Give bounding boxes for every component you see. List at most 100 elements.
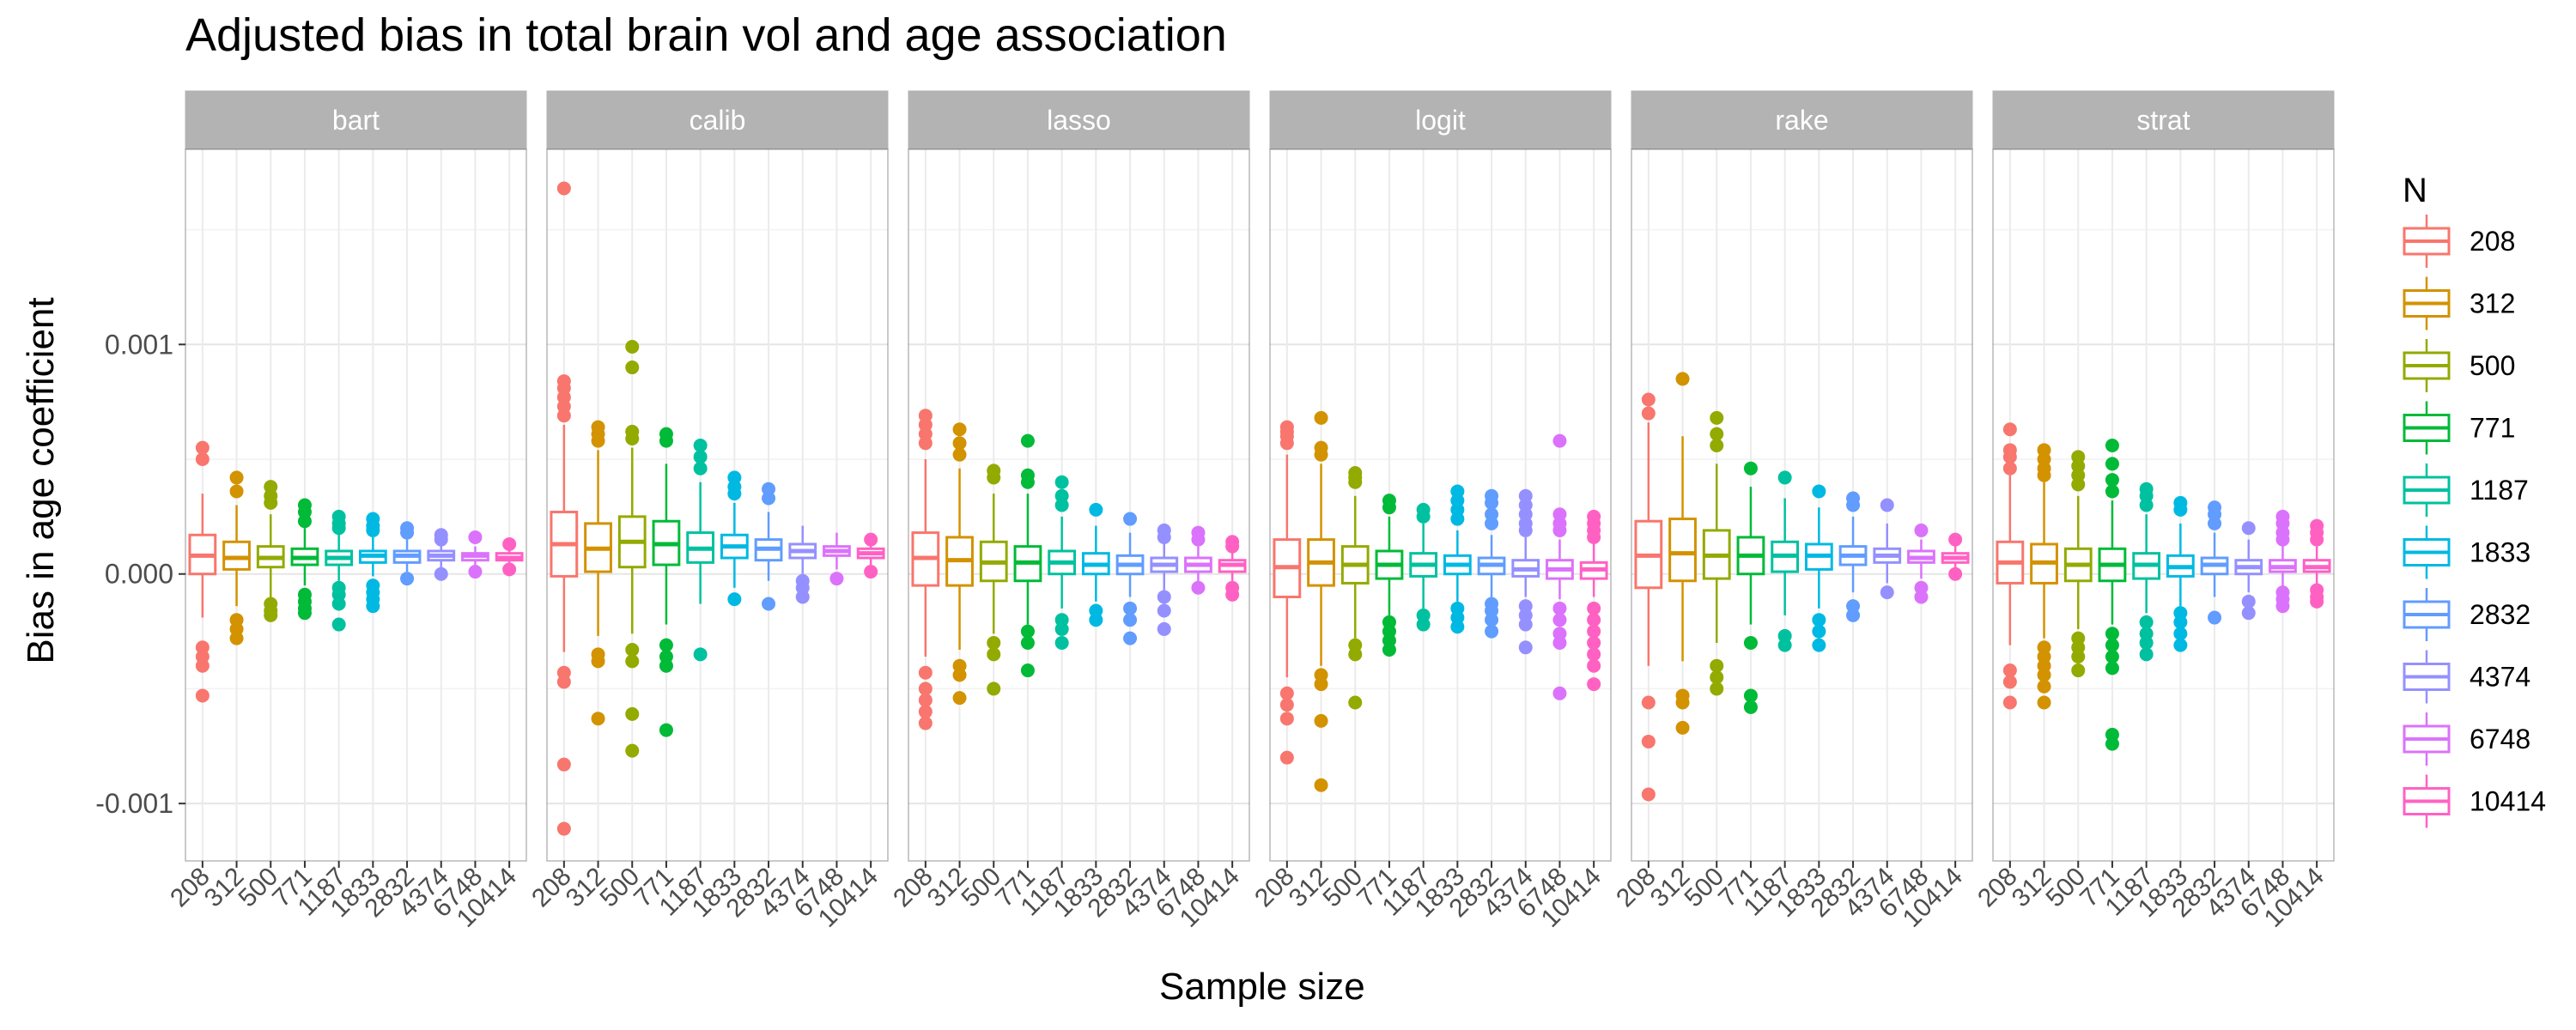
outlier-point (502, 562, 517, 577)
outlier-point (2139, 635, 2154, 650)
outlier-point (2241, 606, 2256, 621)
outlier-point (1020, 635, 1035, 650)
outlier-point (1812, 638, 1826, 652)
facet-rake: rake208312500771118718332832437467481041… (1611, 90, 1973, 933)
panel-background (1270, 149, 1611, 861)
outlier-point (1518, 523, 1533, 537)
boxplot-lasso-1833 (1081, 502, 1110, 627)
outlier-point (1020, 475, 1035, 489)
outlier-point (918, 665, 933, 680)
facet-calib: calib20831250077111871833283243746748104… (526, 90, 889, 933)
boxplot-calib-6748 (823, 532, 851, 586)
outlier-point (2071, 649, 2086, 663)
panel-border (908, 148, 1250, 862)
legend-key-4374: 4374 (2403, 650, 2530, 704)
outlier-point (625, 642, 640, 657)
outlier-point (2241, 521, 2256, 536)
outlier-point (1348, 647, 1363, 662)
outlier-point (1675, 695, 1690, 710)
outlier-point (331, 617, 346, 632)
facet-label: logit (1415, 105, 1466, 136)
outlier-point (1641, 787, 1656, 802)
outlier-point (195, 658, 210, 673)
boxplot-bart-4374 (427, 528, 456, 581)
boxplot-strat-771 (2098, 438, 2127, 751)
legend-key-2832: 2832 (2403, 588, 2530, 641)
boxplot-strat-500 (2063, 450, 2093, 678)
outlier-point (1123, 613, 1138, 627)
boxplot-calib-312 (584, 420, 612, 726)
facet-label: calib (690, 105, 746, 136)
outlier-point (1314, 410, 1328, 425)
legend-label: 208 (2470, 226, 2515, 257)
boxplot-bart-500 (256, 480, 285, 622)
outlier-point (1641, 406, 1656, 421)
outlier-point (468, 530, 483, 544)
boxplot-calib-10414 (856, 532, 885, 579)
boxplot-rake-208 (1634, 392, 1663, 802)
outlier-point (229, 470, 244, 485)
boxplot-strat-1187 (2132, 482, 2161, 662)
outlier-point (2310, 532, 2324, 547)
outlier-point (1485, 624, 1499, 639)
boxplot-bart-312 (222, 470, 251, 645)
boxplot-rake-500 (1702, 410, 1731, 696)
outlier-point (1587, 601, 1601, 615)
outlier-point (264, 495, 278, 510)
outlier-point (400, 525, 415, 540)
outlier-point (2173, 638, 2188, 652)
legend-label: 4374 (2470, 662, 2530, 693)
facet-label: lasso (1047, 105, 1111, 136)
outlier-point (625, 431, 640, 445)
legend-label: 6748 (2470, 724, 2530, 754)
outlier-point (727, 487, 742, 501)
outlier-point (1020, 663, 1035, 678)
legend: 208 312 500 771 1187 1833 2832 4374 6748 10414 (2403, 215, 2546, 828)
outlier-point (1710, 438, 1724, 452)
boxplot-logit-312 (1307, 410, 1335, 792)
boxplot-calib-2832 (754, 482, 783, 611)
outlier-point (1314, 677, 1328, 692)
chart-title: Adjusted bias in total brain vol and age… (185, 9, 1227, 61)
outlier-point (2002, 675, 2017, 689)
outlier-point (918, 436, 933, 451)
outlier-point (1157, 530, 1171, 544)
outlier-point (693, 438, 708, 452)
outlier-point (2139, 647, 2154, 662)
outlier-point (762, 491, 776, 506)
boxplot-logit-500 (1340, 466, 1370, 710)
legend-label: 312 (2470, 288, 2515, 319)
panel-background (1993, 149, 2334, 861)
legend-label: 771 (2470, 413, 2515, 444)
outlier-point (1777, 470, 1792, 485)
box-iqr (1668, 518, 1697, 583)
outlier-point (2173, 502, 2188, 517)
legend-key-1833: 1833 (2403, 525, 2530, 579)
legend-key-6748: 6748 (2403, 712, 2530, 766)
outlier-point (2105, 457, 2119, 471)
y-tick-label: 0.001 (105, 329, 173, 360)
legend-key-500: 500 (2403, 339, 2515, 392)
boxplot-logit-771 (1375, 494, 1404, 657)
outlier-point (195, 452, 210, 467)
outlier-point (2002, 422, 2017, 437)
outlier-point (2105, 438, 2119, 452)
boxplot-lasso-771 (1013, 433, 1042, 678)
boxplot-strat-4374 (2234, 521, 2263, 621)
legend-key-10414: 10414 (2403, 774, 2546, 828)
outlier-point (2105, 473, 2119, 488)
boxplot-bart-10414 (495, 536, 524, 577)
legend-label: 1187 (2470, 475, 2529, 506)
boxplot-logit-208 (1273, 420, 1302, 765)
boxplot-strat-6748 (2269, 509, 2297, 614)
outlier-point (2037, 668, 2051, 682)
outlier-point (1191, 532, 1206, 547)
outlier-point (195, 440, 210, 455)
outlier-point (1518, 640, 1533, 655)
outlier-point (2208, 610, 2222, 625)
outlier-point (1552, 523, 1567, 537)
outlier-point (1123, 601, 1138, 615)
outlier-point (762, 597, 776, 611)
boxplot-calib-771 (652, 427, 681, 737)
outlier-point (2037, 695, 2051, 710)
